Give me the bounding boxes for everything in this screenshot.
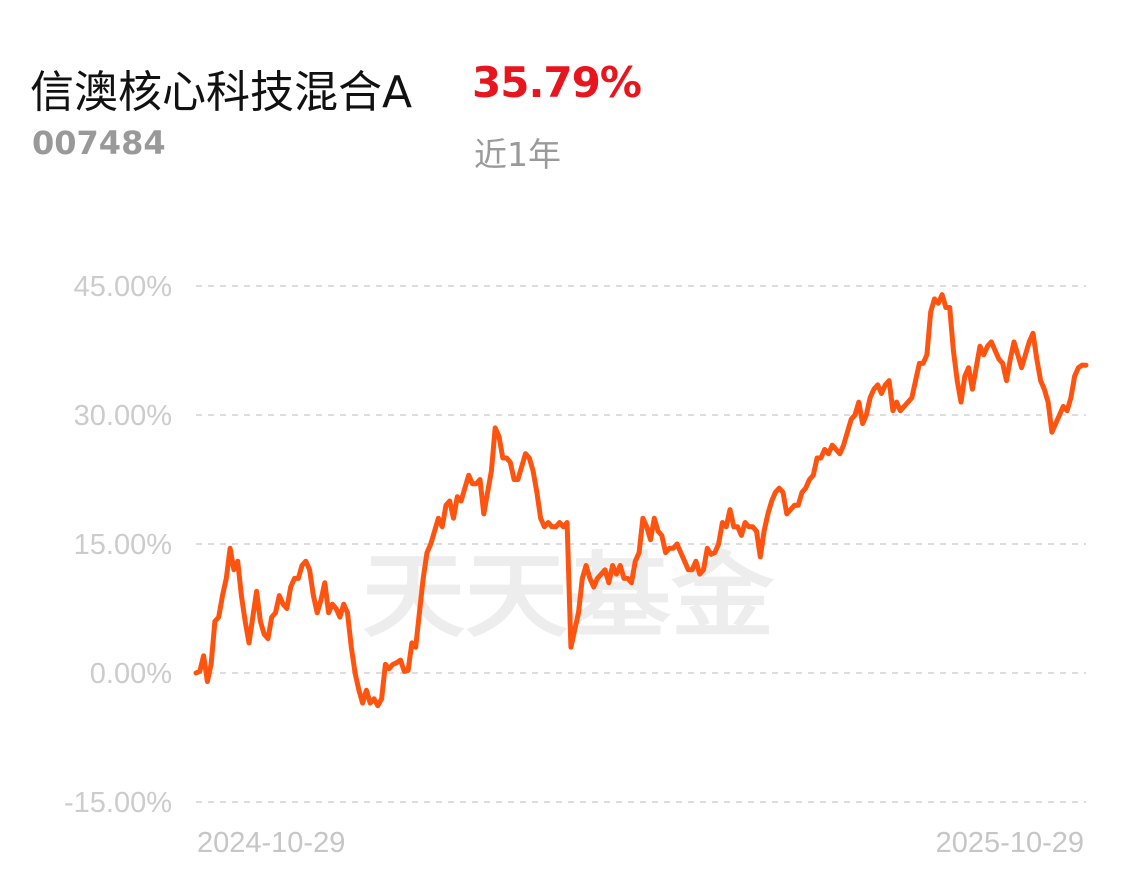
y-tick-label: 0.00% bbox=[90, 658, 172, 690]
y-tick-label: -15.00% bbox=[64, 787, 172, 819]
x-tick-label-start: 2024-10-29 bbox=[197, 827, 345, 859]
y-tick-label: 30.00% bbox=[74, 400, 172, 432]
y-axis: 45.00% 30.00% 15.00% 0.00% -15.00% bbox=[64, 271, 172, 819]
fund-code: 007484 bbox=[32, 124, 166, 162]
return-period: 近1年 bbox=[474, 135, 561, 174]
y-tick-label: 15.00% bbox=[74, 529, 172, 561]
fund-name: 信澳核心科技混合A bbox=[30, 67, 413, 118]
series-line bbox=[193, 292, 1089, 709]
y-tick-label: 45.00% bbox=[74, 271, 172, 303]
x-tick-label-end: 2025-10-29 bbox=[936, 827, 1084, 859]
fund-return: 35.79% bbox=[472, 58, 642, 107]
